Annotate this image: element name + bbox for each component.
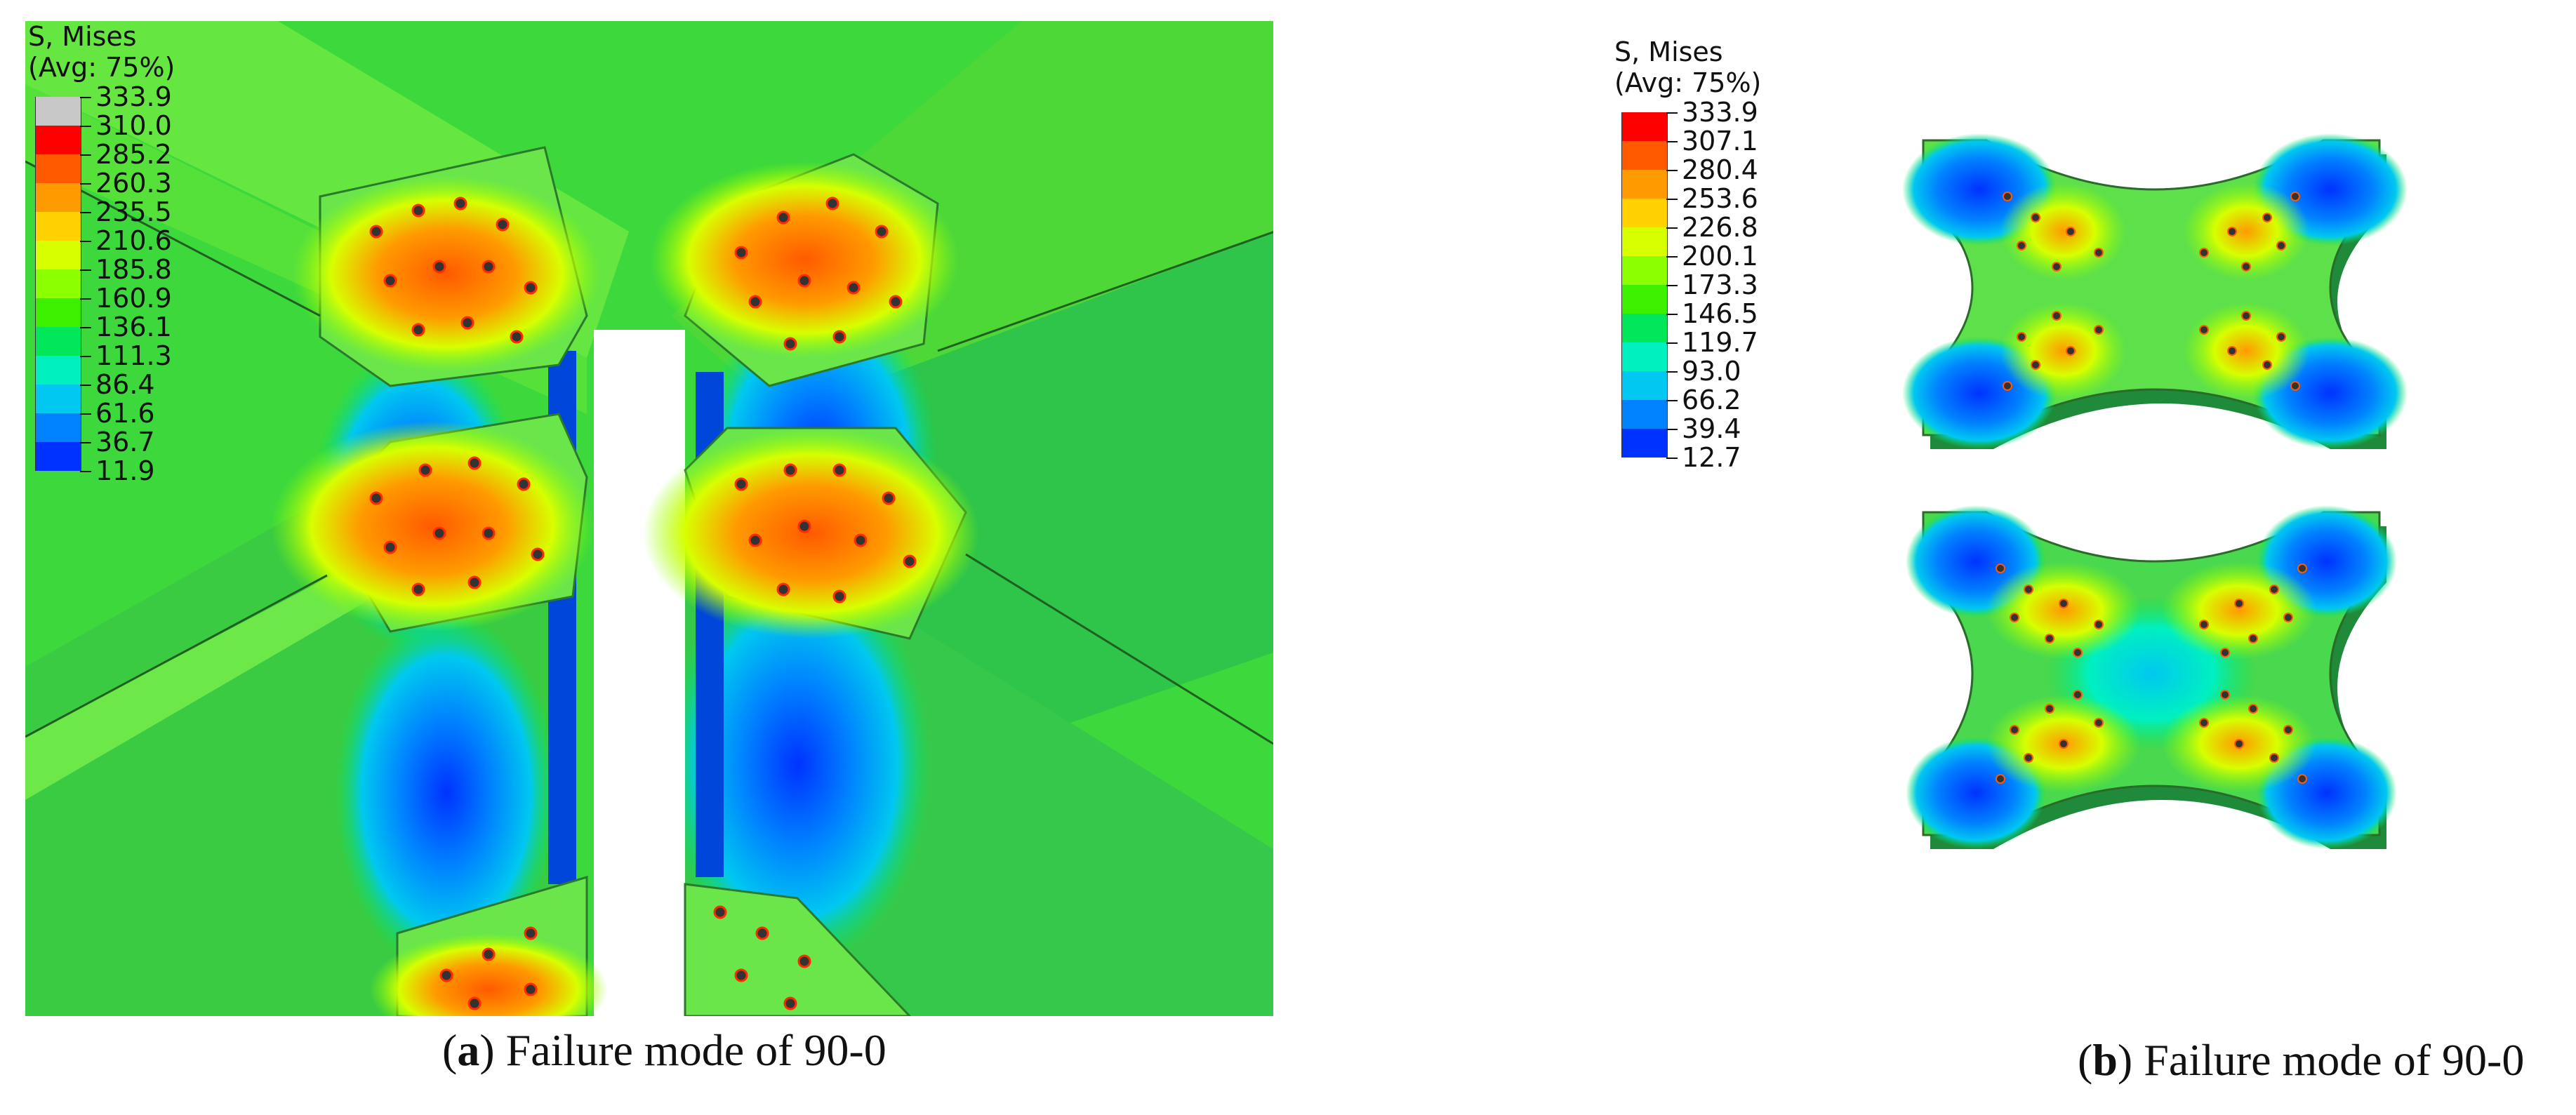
legend-swatch [35, 154, 81, 183]
panel-b-end-plates: S, Mises (Avg: 75%) 333.9 307.1 280.4 253.6… [1586, 21, 2562, 1016]
panel-b-contour-plot [1902, 133, 2408, 849]
legend-tick [80, 97, 91, 98]
legend-tick [80, 442, 91, 443]
legend-value: 280.4 [1682, 154, 1758, 185]
legend-swatch [35, 97, 81, 126]
caption-text: Failure mode of 90-0 [2144, 1035, 2525, 1085]
legend-value: 119.7 [1682, 327, 1758, 358]
legend-value: 260.3 [95, 168, 172, 199]
legend-swatch [1621, 256, 1668, 285]
legend-tick [80, 183, 91, 185]
legend-tick [1666, 342, 1678, 344]
legend-tick [1666, 112, 1678, 114]
legend-swatch [35, 298, 81, 327]
legend-swatch [35, 327, 81, 356]
legend-swatch [35, 269, 81, 298]
legend-value: 285.2 [95, 139, 172, 170]
panel-a-caption: (a) Failure mode of 90-0 [442, 1025, 887, 1075]
legend-swatch [35, 442, 81, 471]
legend-tick [1666, 371, 1678, 373]
legend-value: 36.7 [95, 427, 155, 458]
legend-tick [80, 126, 91, 127]
legend-tick [1666, 400, 1678, 401]
legend-swatch [35, 413, 81, 442]
legend-swatch [35, 385, 81, 413]
legend-tick [80, 154, 91, 156]
legend-value: 173.3 [1682, 269, 1758, 300]
legend-tick [1666, 458, 1678, 459]
legend-value: 307.1 [1682, 126, 1758, 156]
legend-value: 333.9 [1682, 97, 1758, 128]
legend-title: S, Mises [28, 21, 137, 52]
legend-swatch [1621, 314, 1668, 342]
panel-a-contour-plot [25, 21, 1273, 1016]
legend-value: 66.2 [1682, 385, 1741, 415]
caption-letter: b [2092, 1035, 2118, 1085]
legend-value: 86.4 [95, 369, 155, 400]
legend-swatch [35, 356, 81, 385]
legend-swatch [35, 126, 81, 154]
legend-tick [1666, 170, 1678, 171]
legend-swatch [35, 212, 81, 241]
caption-text: Failure mode of 90-0 [505, 1025, 887, 1075]
legend-value: 333.9 [95, 81, 172, 112]
legend-value: 136.1 [95, 312, 172, 342]
panel-b-caption: (b) Failure mode of 90-0 [2078, 1035, 2525, 1085]
legend-tick [1666, 429, 1678, 430]
legend-tick [1666, 141, 1678, 142]
legend-value: 11.9 [95, 455, 155, 486]
legend-swatch [1621, 199, 1668, 227]
legend-swatch [1621, 170, 1668, 199]
legend-swatch [35, 241, 81, 269]
legend-tick [80, 471, 91, 472]
legend-value: 226.8 [1682, 212, 1758, 243]
legend-tick [80, 413, 91, 415]
legend-tick [1666, 256, 1678, 258]
legend-tick [1666, 199, 1678, 200]
legend-value: 12.7 [1682, 442, 1741, 473]
legend-subtitle: (Avg: 75%) [28, 52, 175, 83]
legend-swatch [1621, 227, 1668, 256]
legend-value: 111.3 [95, 340, 172, 371]
legend-title: S, Mises [1614, 36, 1723, 67]
legend-value: 39.4 [1682, 413, 1741, 444]
legend-tick [1666, 285, 1678, 286]
legend-value: 146.5 [1682, 298, 1758, 329]
panel-a-legend: S, Mises (Avg: 75%) 333.9 310.0 285.2 260.3… [28, 21, 175, 484]
legend-tick [1666, 314, 1678, 315]
legend-tick [80, 356, 91, 357]
legend-subtitle: (Avg: 75%) [1614, 67, 1762, 98]
legend-swatch [1621, 141, 1668, 170]
legend-swatch [1621, 342, 1668, 371]
legend-tick [80, 385, 91, 386]
panel-b-legend: S, Mises (Avg: 75%) 333.9 307.1 280.4 253.6… [1614, 36, 1762, 471]
legend-tick [80, 298, 91, 300]
legend-value: 253.6 [1682, 183, 1758, 214]
panel-a-fe-joint-model: S, Mises (Avg: 75%) 333.9 310.0 285.2 260.3… [25, 21, 1273, 1016]
legend-swatch [1621, 112, 1668, 141]
legend-value: 310.0 [95, 110, 172, 141]
legend-swatch [35, 183, 81, 212]
legend-tick [80, 212, 91, 213]
legend-value: 61.6 [95, 398, 155, 429]
legend-swatch [1621, 285, 1668, 314]
legend-tick [80, 269, 91, 271]
legend-value: 210.6 [95, 225, 172, 256]
legend-swatch [1621, 429, 1668, 458]
legend-value: 235.5 [95, 196, 172, 227]
legend-swatch [1621, 400, 1668, 429]
legend-value: 200.1 [1682, 241, 1758, 272]
legend-swatch [1621, 371, 1668, 400]
legend-value: 160.9 [95, 283, 172, 314]
legend-tick [80, 241, 91, 242]
legend-value: 185.8 [95, 254, 172, 285]
legend-value: 93.0 [1682, 356, 1741, 387]
legend-tick [80, 327, 91, 328]
caption-letter: a [457, 1025, 480, 1075]
legend-tick [1666, 227, 1678, 229]
